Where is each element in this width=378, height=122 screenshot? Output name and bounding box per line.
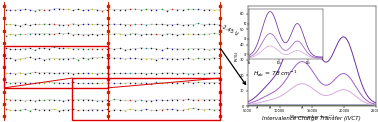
Text: ~2.45 V: ~2.45 V — [217, 22, 239, 37]
Bar — [72, 78, 220, 120]
Text: Intervalence Charge Transfer (IVCT): Intervalence Charge Transfer (IVCT) — [262, 116, 361, 121]
Text: $H_{ab}$ = 78 cm$^{-1}$: $H_{ab}$ = 78 cm$^{-1}$ — [253, 69, 297, 79]
X-axis label: Wavenumber (cm⁻¹): Wavenumber (cm⁻¹) — [290, 115, 334, 119]
Bar — [5, 46, 108, 88]
Y-axis label: R(%): R(%) — [234, 51, 239, 61]
